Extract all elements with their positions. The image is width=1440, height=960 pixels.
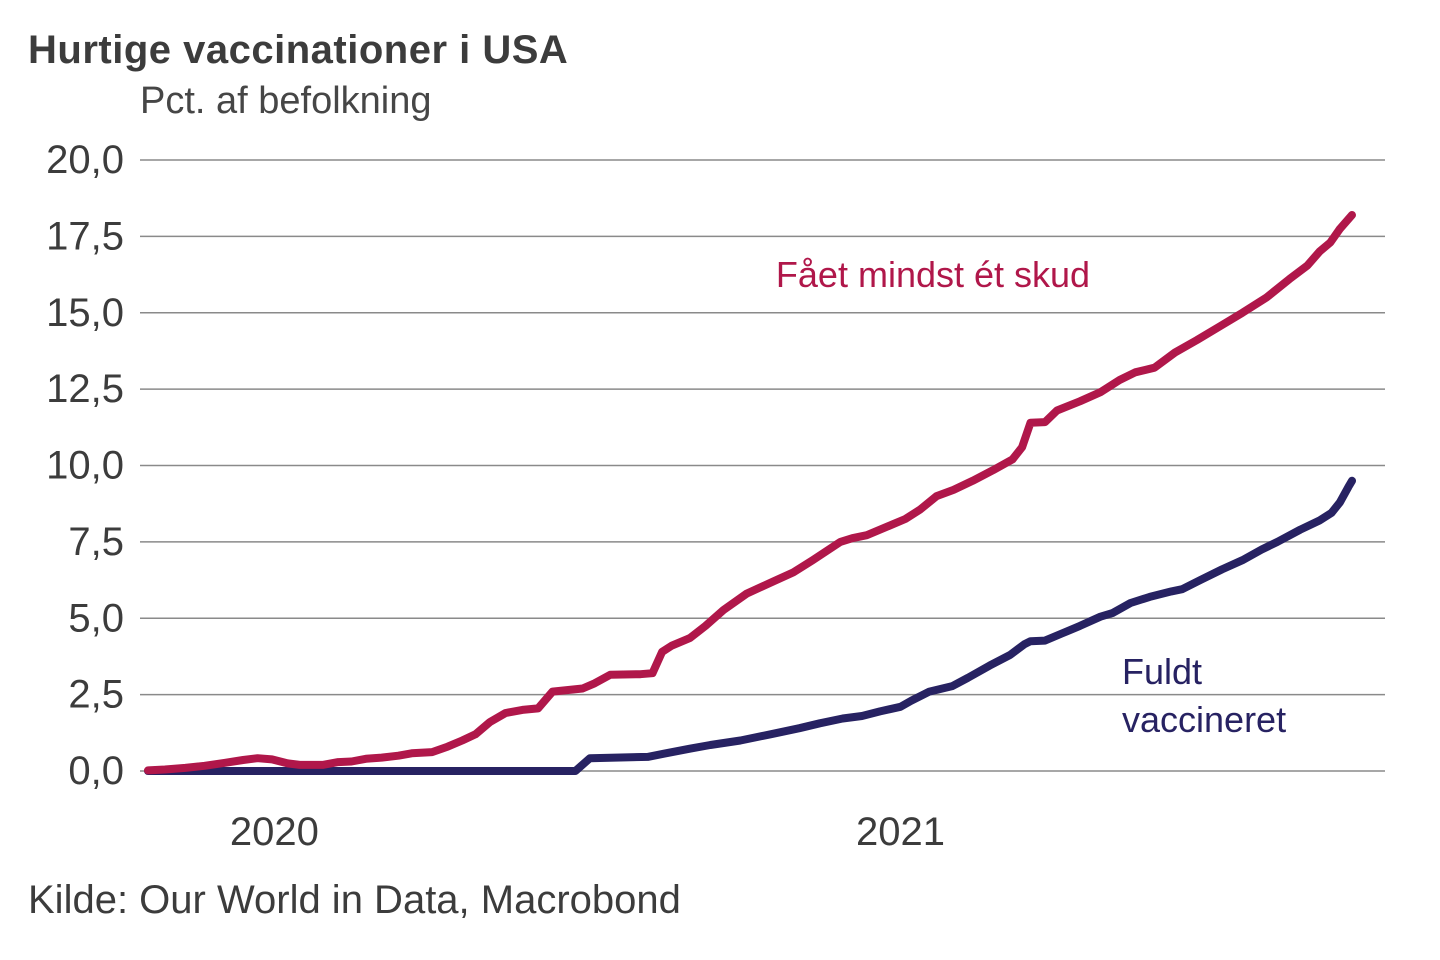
source-note: Kilde: Our World in Data, Macrobond (28, 878, 681, 922)
y-tick-label: 17,5 (46, 214, 124, 258)
y-tick-label: 5,0 (68, 596, 124, 640)
y-tick-label: 2,5 (68, 673, 124, 717)
y-tick-label: 10,0 (46, 444, 124, 488)
y-tick-label: 12,5 (46, 367, 124, 411)
y-tick-label: 20,0 (46, 138, 124, 182)
x-tick-label: 2020 (230, 810, 319, 854)
y-tick-label: 7,5 (68, 520, 124, 564)
y-axis-unit-label: Pct. af befolkning (140, 80, 432, 122)
series-label-fully-vaccinated: Fuldt vaccineret (1122, 651, 1287, 740)
series-line-at-least-one-shot (144, 211, 1356, 775)
series-label-at-least-one-shot: Fået mindst ét skud (775, 254, 1091, 295)
chart-title: Hurtige vaccinationer i USA (28, 28, 569, 72)
series-line-fully-vaccinated (144, 476, 1356, 775)
y-tick-label: 15,0 (46, 291, 124, 335)
x-tick-label: 2021 (856, 810, 945, 854)
y-tick-label: 0,0 (68, 749, 124, 793)
